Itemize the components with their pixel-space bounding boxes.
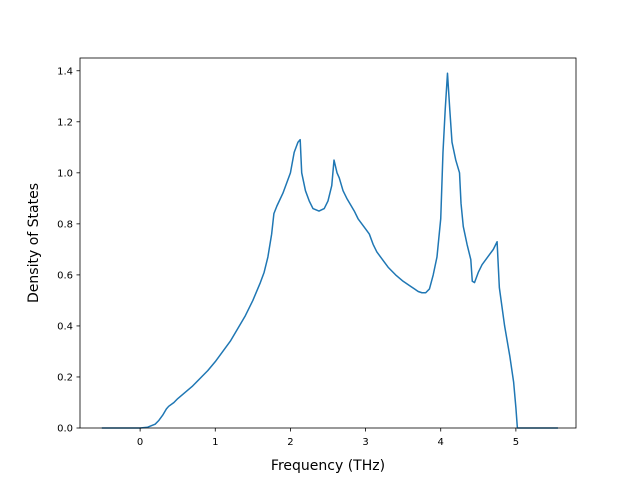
y-tick-label: 0.6 [57, 270, 73, 281]
y-tick-label: 0.4 [57, 321, 73, 332]
y-tick-label: 1.4 [57, 66, 73, 77]
y-axis-label: Density of States [26, 183, 42, 303]
x-tick-label: 5 [513, 437, 519, 448]
dos-series-line [101, 72, 558, 429]
y-tick-label: 1.2 [57, 117, 73, 128]
x-tick-label: 4 [438, 437, 444, 448]
plot-frame [79, 57, 577, 429]
y-tick-label: 1.0 [57, 168, 73, 179]
x-axis: 0 1 2 3 4 5 [137, 428, 519, 448]
plot-area [79, 57, 577, 429]
x-tick-label: 1 [212, 437, 218, 448]
x-tick-label: 0 [137, 437, 143, 448]
y-tick-label: 0.2 [57, 372, 73, 383]
x-tick-label: 2 [287, 437, 293, 448]
plot-background [80, 58, 576, 428]
x-tick-label: 3 [362, 437, 368, 448]
y-tick-label: 0.8 [57, 219, 73, 230]
y-axis: 0.0 0.2 0.4 0.6 0.8 1.0 1.2 1.4 [57, 66, 80, 435]
y-tick-label: 0.0 [57, 424, 73, 435]
x-axis-label: Frequency (THz) [271, 458, 385, 474]
